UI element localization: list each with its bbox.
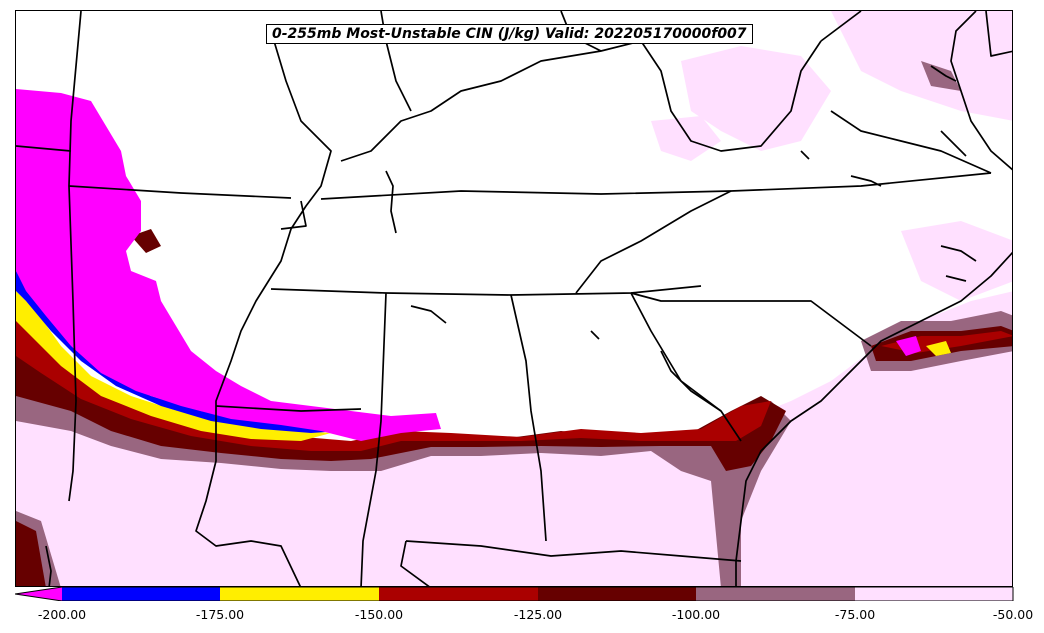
colorbar-outline (15, 587, 1014, 601)
map-title: 0-255mb Most-Unstable CIN (J/kg) Valid: … (266, 24, 753, 44)
cin-map (16, 11, 1012, 586)
colorbar (15, 587, 1014, 601)
colorbar-segment-dark-red (538, 587, 696, 601)
colorbar-segment-yellow (220, 587, 379, 601)
cin-shade-magenta (16, 89, 921, 441)
cin-shade-light-pink (16, 11, 1012, 586)
colorbar-segment-red (379, 587, 538, 601)
state-borders (16, 11, 1012, 586)
colorbar-segment-light-pink (855, 587, 1013, 601)
colorbar-tick-label: -125.00 (513, 607, 563, 622)
colorbar-tick-label: -200.00 (37, 607, 87, 622)
colorbar-tick-label: -50.00 (992, 607, 1034, 622)
colorbar-tick-label: -175.00 (195, 607, 245, 622)
map-panel: 0-255mb Most-Unstable CIN (J/kg) Valid: … (15, 10, 1013, 587)
colorbar-extend-min (15, 587, 62, 601)
colorbar-tick-label: -75.00 (834, 607, 876, 622)
colorbar-tick-label: -100.00 (671, 607, 721, 622)
colorbar-segment-blue (62, 587, 220, 601)
colorbar-segment-mauve (696, 587, 855, 601)
colorbar-tick-label: -150.00 (354, 607, 404, 622)
